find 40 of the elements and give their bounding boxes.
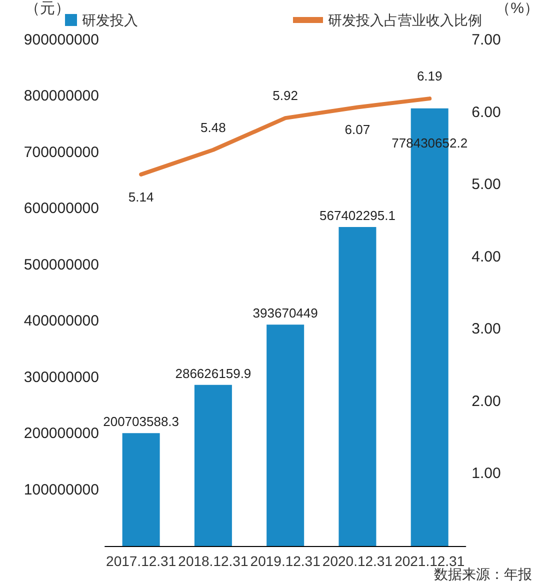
y-tick-label: 800000000	[24, 88, 99, 105]
bar	[266, 324, 304, 546]
y2-tick-label: 6.00	[472, 104, 501, 121]
bar	[338, 226, 376, 546]
data-label: 6.19	[416, 68, 442, 84]
y2-tick-label: 2.00	[472, 392, 501, 410]
x-tick-label: 2021.12.31	[394, 553, 465, 569]
data-label: 567402295.1	[320, 208, 396, 223]
data-label: 5.14	[128, 189, 154, 204]
data-label: 393670449	[252, 306, 318, 321]
bar	[194, 384, 232, 546]
y2-axis-title: （%）	[496, 0, 540, 17]
data-label: 5.92	[272, 88, 298, 104]
source-note: 数据来源：年报	[434, 566, 532, 582]
data-label: 200703588.3	[103, 414, 180, 430]
y-tick-label: 900000000	[24, 32, 99, 48]
y-tick-label: 600000000	[24, 200, 99, 218]
y-tick-label: 100000000	[24, 481, 99, 498]
y-tick-label: 200000000	[24, 425, 99, 442]
x-tick-label: 2017.12.31	[106, 553, 176, 569]
x-tick-label: 2019.12.31	[250, 553, 321, 569]
bar	[122, 433, 160, 546]
y2-tick-label: 5.00	[472, 176, 501, 194]
data-label: 5.48	[200, 120, 226, 135]
data-label: 778430652.2	[392, 135, 468, 150]
legend-label: 研发投入占营业收入比例	[328, 12, 482, 28]
y-tick-label: 700000000	[24, 144, 99, 161]
y-tick-label: 500000000	[24, 256, 99, 274]
data-label: 286626159.9	[175, 366, 252, 381]
y-tick-label: 300000000	[24, 368, 99, 386]
x-tick-label: 2020.12.31	[322, 553, 393, 569]
y2-tick-label: 1.00	[472, 465, 501, 482]
legend-label: 研发投入	[82, 12, 138, 28]
y-axis-title: （元）	[25, 0, 70, 17]
x-tick-label: 2018.12.31	[178, 553, 248, 569]
y2-tick-label: 7.00	[472, 32, 501, 48]
y-tick-label: 400000000	[24, 312, 99, 330]
y2-tick-label: 4.00	[472, 248, 501, 266]
y2-tick-label: 3.00	[472, 320, 501, 338]
data-label: 6.07	[344, 122, 370, 138]
